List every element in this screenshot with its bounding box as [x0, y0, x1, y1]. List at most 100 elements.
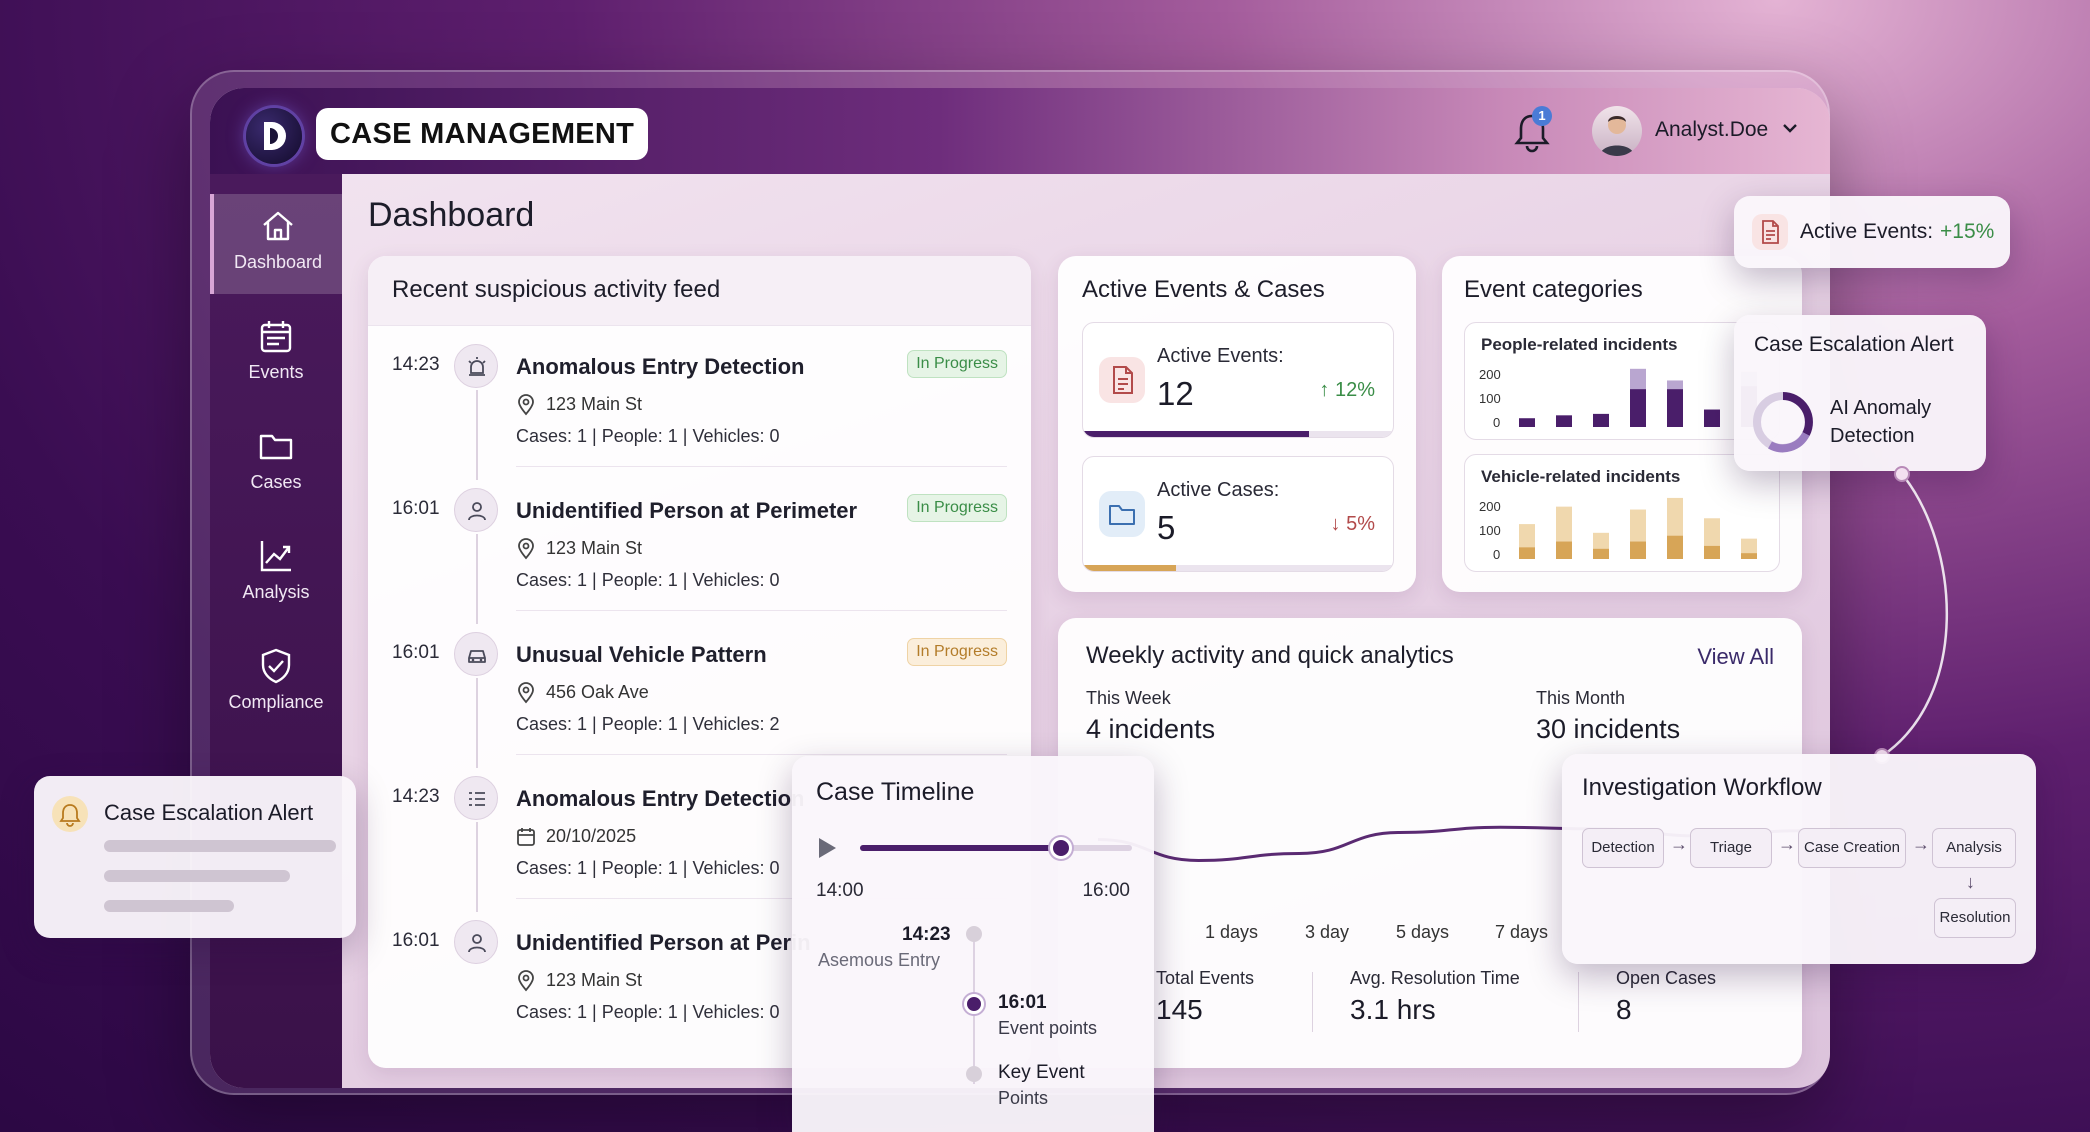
bar-highlight: [1741, 553, 1757, 559]
x-tick-label: 1 days: [1205, 922, 1259, 942]
bar-highlight: [1519, 547, 1535, 559]
bar-highlight: [1519, 418, 1535, 427]
avatar[interactable]: [1592, 106, 1642, 156]
car-icon: [468, 650, 486, 663]
sidebar-item-dashboard[interactable]: Dashboard: [210, 194, 342, 294]
feed-time: 14:23: [392, 354, 440, 375]
feed-item[interactable]: 16:01 Unidentified Person at Perimeter 1…: [392, 480, 1007, 624]
workflow-title: Investigation Workflow: [1582, 774, 1822, 801]
arrow-right-icon: →: [1912, 834, 1930, 854]
bar-highlight: [1593, 548, 1609, 559]
investigation-workflow-panel: Investigation Workflow Detection → Triag…: [1562, 754, 2036, 964]
sidebar-item-analysis[interactable]: Analysis: [210, 524, 342, 624]
user-avatar-icon: [1600, 116, 1634, 156]
location-pin-icon: [518, 394, 534, 416]
divider: [1312, 972, 1313, 1032]
timeline-dot-active[interactable]: [964, 994, 984, 1014]
bar-highlight: [1630, 389, 1646, 427]
feed-location: 456 Oak Ave: [546, 682, 649, 702]
timeline-connector: [476, 390, 478, 480]
feed-meta: Cases: 1 | People: 1 | Vehicles: 0: [516, 570, 780, 590]
stat-label: Active Events:: [1157, 345, 1284, 367]
workflow-step-triage[interactable]: Triage: [1690, 828, 1772, 868]
event-label: Points: [998, 1088, 1049, 1108]
total-events-value: 145: [1156, 994, 1203, 1025]
timeline-connector: [476, 678, 478, 768]
case-escalation-alert[interactable]: Case Escalation Alert: [34, 776, 356, 938]
active-cases-stat[interactable]: Active Cases: 5 ↓ 5%: [1082, 456, 1394, 572]
status-badge: In Progress: [907, 638, 1007, 666]
timeline-title: Case Timeline: [816, 778, 975, 806]
sidebar-item-compliance[interactable]: Compliance: [210, 634, 342, 734]
feed-date: 20/10/2025: [546, 826, 637, 846]
list-icon: [469, 792, 485, 806]
user-name[interactable]: Analyst.Doe: [1655, 118, 1769, 141]
timeline-start: 14:00: [816, 880, 864, 901]
progress-track: [1083, 565, 1393, 571]
timeline-scrubber[interactable]: [860, 837, 1132, 859]
timeline-dot[interactable]: [966, 926, 982, 942]
sidebar-item-label: Events: [248, 362, 304, 382]
chart-line-icon: [260, 541, 291, 572]
workflow-step-case-creation[interactable]: Case Creation: [1798, 828, 1906, 868]
active-events-stat[interactable]: Active Events: 12 ↑ 12%: [1082, 322, 1394, 438]
placeholder-line: [104, 840, 336, 852]
person-icon: [468, 502, 486, 521]
feed-item[interactable]: 14:23 Anomalous Entry Detection 123 Main…: [392, 336, 1007, 480]
feed-item[interactable]: 16:01 Unusual Vehicle Pattern 456 Oak Av…: [392, 624, 1007, 768]
divider: [516, 754, 1007, 755]
stat-change: ↓ 5%: [1330, 513, 1375, 535]
sidebar-item-label: Cases: [250, 472, 302, 492]
placeholder-line: [104, 870, 290, 882]
timeline-dot[interactable]: [966, 1066, 982, 1082]
vehicle-bars: 200 100 0: [1479, 497, 1757, 562]
divider: [516, 898, 1007, 899]
pill-icon-wrap: [1752, 214, 1788, 250]
open-cases-label: Open Cases: [1616, 968, 1717, 988]
bar-highlight: [1556, 541, 1572, 559]
sidebar-item-cases[interactable]: Cases: [210, 414, 342, 514]
sidebar-item-label: Compliance: [228, 692, 324, 712]
calendar-icon: [260, 321, 292, 353]
feed-icon-wrap: [454, 920, 498, 964]
bar-highlight: [1704, 409, 1720, 427]
feed-time: 16:01: [392, 930, 440, 951]
tick-label: 200: [1479, 367, 1501, 382]
page-title: Dashboard: [368, 196, 535, 234]
feed-icon-wrap: [454, 776, 498, 820]
feed-time: 16:01: [392, 498, 440, 519]
play-icon[interactable]: [816, 836, 838, 860]
workflow-step-detection[interactable]: Detection: [1582, 828, 1664, 868]
avg-resolution-value: 3.1 hrs: [1350, 994, 1436, 1025]
stat-icon-wrap: [1099, 357, 1145, 403]
divider: [1578, 972, 1579, 1032]
connector-curve: [1874, 466, 1949, 764]
alert-title: Case Escalation Alert: [104, 800, 314, 825]
sidebar-item-label: Dashboard: [233, 252, 323, 272]
stat-change: ↑ 12%: [1319, 379, 1375, 401]
feed-item[interactable]: 14:23 Anomalous Entry Detection 20/10/20…: [392, 768, 1007, 912]
workflow-step-analysis[interactable]: Analysis: [1932, 828, 2016, 868]
avg-resolution-label: Avg. Resolution Time: [1350, 968, 1520, 988]
alert-text-line2: Detection: [1830, 425, 1915, 447]
feed-location: 123 Main St: [546, 970, 643, 990]
active-events-cases-card: Active Events & Cases Active Events: 12 …: [1058, 256, 1416, 592]
feed-meta: Cases: 1 | People: 1 | Vehicles: 2: [516, 714, 780, 734]
case-escalation-alert-ai[interactable]: Case Escalation Alert AI Anomaly Detecti…: [1734, 315, 1986, 471]
feed-meta: Cases: 1 | People: 1 | Vehicles: 0: [516, 858, 780, 878]
workflow-step-resolution[interactable]: Resolution: [1934, 898, 2016, 938]
scrubber-handle[interactable]: [1050, 837, 1073, 859]
sidebar-item-events[interactable]: Events: [210, 304, 342, 404]
feed-item[interactable]: 16:01 Unidentified Person at Perin 123 M…: [392, 912, 1007, 1052]
this-month-value: 30 incidents: [1536, 714, 1681, 744]
person-icon: [468, 934, 486, 953]
notification-badge: 1: [1532, 106, 1552, 126]
chevron-down-icon[interactable]: [1782, 122, 1798, 134]
brand-title: CASE MANAGEMENT: [316, 108, 649, 160]
calendar-small-icon: [517, 828, 535, 846]
x-tick-label: 7 days: [1495, 922, 1549, 942]
total-events-label: Total Events: [1156, 968, 1255, 988]
active-events-pill[interactable]: Active Events: +15%: [1734, 196, 2010, 268]
view-all-link[interactable]: View All: [1697, 644, 1774, 669]
event-label: Key Event: [998, 1062, 1085, 1083]
